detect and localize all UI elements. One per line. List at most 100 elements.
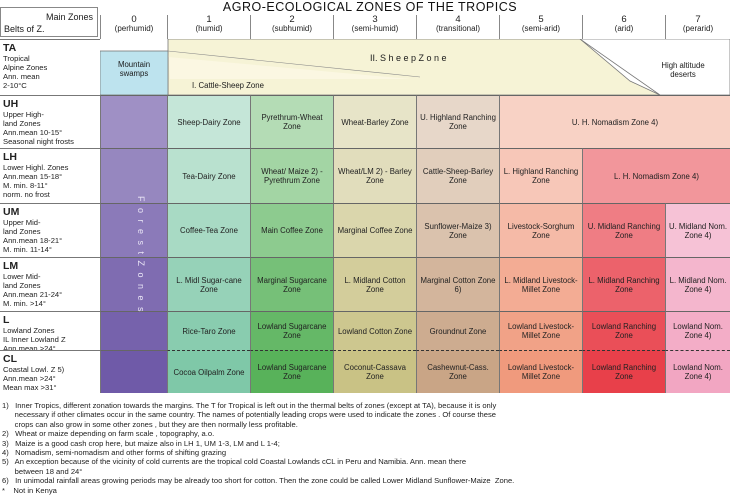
- row-header-l: L Lowland Zones IL Inner Lowland Z Ann.mean…: [0, 311, 100, 362]
- zone-cell-lm-1: L. Midl Sugar-cane Zone: [167, 257, 250, 311]
- zone-cell-cl-5: Lowland Livestock-Millet Zone: [499, 350, 582, 393]
- row-description-line: Ann.mean 10-15°: [3, 128, 63, 137]
- column-label: (perarid): [682, 24, 714, 33]
- zone-cell-um-3: Marginal Coffee Zone: [333, 203, 416, 257]
- column-number: 0: [131, 14, 137, 25]
- row-code: L: [3, 314, 10, 326]
- zone-cell-um-2: Main Coffee Zone: [250, 203, 333, 257]
- zone-cell-um-6: U. Midland Ranching Zone: [582, 203, 665, 257]
- column-header-0: 0 (perhumid): [100, 15, 167, 39]
- zone-cell-uh-4: U. Highland Ranching Zone: [416, 95, 499, 148]
- zone-cell-cl-3: Coconut-Cassava Zone: [333, 350, 416, 393]
- column-label: (semi-humid): [351, 24, 399, 33]
- row-description-line: Coastal Lowl. Z 5): [3, 365, 65, 374]
- row-description-line: Tropical: [3, 54, 30, 63]
- zone-cell-il-7: Lowland Nom. Zone 4): [665, 311, 730, 350]
- main-zones-label: Main Zones: [45, 12, 93, 22]
- zone-cell-lm-4: Marginal Cotton Zone 6): [416, 257, 499, 311]
- zone-cell-um-5: Livestock-Sorghum Zone: [499, 203, 582, 257]
- footnote-line: between 18 and 24°: [2, 466, 83, 476]
- zone-cell-cl-6: Lowland Ranching Zone: [582, 350, 665, 393]
- column-header-5: 5 (semi-arid): [499, 15, 582, 39]
- footnotes: 1) Inner Tropics, different zonation tow…: [2, 401, 724, 495]
- mountain-swamps-label: Mountain swamps: [117, 60, 151, 78]
- zone-cell-lh-2: Wheat/ Maize 2) - Pyrethrum Zone: [250, 148, 333, 203]
- column-number: 7: [695, 14, 701, 25]
- row-description-line: 2-10°C: [3, 81, 27, 90]
- zone-cell-cl-2: Lowland Sugarcane Zone: [250, 350, 333, 393]
- row-description-line: Lower Mid-: [3, 272, 41, 281]
- zone-cell-cl-1: Cocoa Oilpalm Zone: [167, 350, 250, 393]
- row-code: LM: [3, 260, 19, 272]
- row-description-line: norm. no frost: [3, 190, 50, 199]
- row-description-line: Upper Mid-: [3, 218, 41, 227]
- row-description-line: land Zones: [3, 281, 41, 290]
- row-description-line: Ann.mean >24°: [3, 344, 56, 353]
- row-description-line: M. min. 8-11°: [3, 181, 48, 190]
- row-header-uh: UH Upper High-land Zones Ann.mean 10-15° Se…: [0, 95, 100, 148]
- row-code: LH: [3, 151, 17, 163]
- zone-cell-lm-7: L. Midland Nom. Zone 4): [665, 257, 730, 311]
- column-number: 5: [538, 14, 544, 25]
- zone-cell-lm-6: L. Midland Ranching Zone: [582, 257, 665, 311]
- footnote-line: 4) Nomadism, semi-nomadism and other for…: [2, 448, 227, 458]
- zone-cell-lh-1: Tea-Dairy Zone: [167, 148, 250, 203]
- belts-of-zones-label: Belts of Z.: [4, 24, 45, 34]
- footnote-line: 5) An exception because of the vicinity …: [2, 457, 467, 467]
- forest-cell-il: [100, 311, 167, 350]
- column-label: (subhumid): [271, 24, 312, 33]
- high-altitude-deserts-area: [579, 39, 730, 95]
- row-description-line: land Zones: [3, 119, 41, 128]
- column-header-7: 7 (perarid): [665, 15, 730, 39]
- zone-cell-lh-4: Cattle-Sheep-Barley Zone: [416, 148, 499, 203]
- row-code: UH: [3, 98, 19, 110]
- forest-cell-um: [100, 203, 167, 257]
- footnote-line: 2) Wheat or maize depending on farm scal…: [2, 429, 215, 439]
- zone-cell-il-5: Lowland Livestock-Millet Zone: [499, 311, 582, 350]
- row-description-line: Upper High-: [3, 110, 44, 119]
- zone-cell-lm-5: L. Midland Livestock-Millet Zone: [499, 257, 582, 311]
- row-description-line: M. min. 11-14°: [3, 245, 52, 254]
- row-header-lm: LM Lower Mid-land Zones Ann.mean 21-24° M. …: [0, 257, 100, 311]
- row-description-line: Ann. mean: [3, 72, 40, 81]
- row-header-ta: TA Tropical Alpine Zones Ann. mean 2-10°C: [0, 39, 100, 95]
- column-header-4: 4 (transitional): [416, 15, 499, 39]
- zone-cell-il-3: Lowland Cotton Zone: [333, 311, 416, 350]
- column-label: (perhumid): [114, 24, 154, 33]
- forest-cell-uh: [100, 95, 167, 148]
- column-number: 1: [206, 14, 212, 25]
- footnote-line: 1) Inner Tropics, different zonation tow…: [2, 401, 497, 410]
- row-description-line: Alpine Zones: [3, 63, 48, 72]
- corner-header: Main Zones Belts of Z.: [0, 7, 98, 37]
- column-number: 3: [372, 14, 378, 25]
- row-description-line: Lower Highl. Zones: [3, 163, 69, 172]
- column-label: (semi-arid): [521, 24, 561, 33]
- row-header-cl: CL Coastal Lowl. Z 5) Ann.mean >24° Mean ma…: [0, 350, 100, 393]
- figure-title: AGRO-ECOLOGICAL ZONES OF THE TROPICS: [222, 0, 518, 14]
- zone-cell-il-6: Lowland Ranching Zone: [582, 311, 665, 350]
- column-header-3: 3 (semi-humid): [333, 15, 416, 39]
- footnote-line: crops can also grow in some other zones …: [2, 419, 298, 429]
- forest-cell-lm: [100, 257, 167, 311]
- zone-cell-uh-3: Wheat-Barley Zone: [333, 95, 416, 148]
- footnote-line: 3) Maize is a good cash crop here, but m…: [2, 438, 280, 448]
- zone-cell-il-1: Rice-Taro Zone: [167, 311, 250, 350]
- row-header-lh: LH Lower Highl. Zones Ann.mean 15-18° M. mi…: [0, 148, 100, 203]
- column-label: (arid): [614, 24, 634, 33]
- cattle-sheep-zone-label: I. Cattle-Sheep Zone: [192, 81, 264, 90]
- row-description-line: Ann.mean 21-24°: [3, 290, 63, 299]
- zone-cell-uh-5: U. H. Nomadism Zone 4): [499, 95, 730, 148]
- zone-cell-um-7: U. Midland Nom. Zone 4): [665, 203, 730, 257]
- row-code: CL: [3, 353, 17, 365]
- footnote-line: * Not in Kenya: [2, 485, 57, 495]
- forest-cell-lh: [100, 148, 167, 203]
- column-header-6: 6 (arid): [582, 15, 665, 39]
- zone-cell-lh-5: L. Highland Ranching Zone: [499, 148, 582, 203]
- sheep-zone-label: II. S h e e p Z o n e: [370, 53, 447, 63]
- row-code: TA: [3, 42, 17, 54]
- zone-cell-uh-1: Sheep-Dairy Zone: [167, 95, 250, 148]
- forest-cell-cl: [100, 350, 167, 393]
- column-number: 2: [289, 14, 295, 25]
- row-description-line: land Zones: [3, 227, 41, 236]
- zone-cell-il-2: Lowland Sugarcane Zone: [250, 311, 333, 350]
